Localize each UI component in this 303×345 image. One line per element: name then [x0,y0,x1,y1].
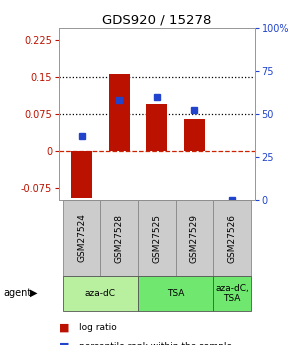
Text: log ratio: log ratio [79,323,117,332]
Text: ▶: ▶ [30,288,38,298]
Bar [138,276,213,310]
Text: GSM27524: GSM27524 [77,214,86,263]
Bar [213,200,251,276]
Bar [176,200,213,276]
Text: GSM27529: GSM27529 [190,214,199,263]
Text: aza-dC: aza-dC [85,289,116,298]
Bar [63,200,100,276]
Text: aza-dC,
TSA: aza-dC, TSA [215,284,249,303]
Text: GSM27528: GSM27528 [115,214,124,263]
Title: GDS920 / 15278: GDS920 / 15278 [102,13,211,27]
Text: ■: ■ [59,342,70,345]
Text: ■: ■ [59,323,70,333]
Text: agent: agent [3,288,31,298]
Bar [71,151,92,198]
Bar [213,276,251,310]
Bar [146,104,167,151]
Text: GSM27525: GSM27525 [152,214,161,263]
Bar [184,119,205,151]
Bar [138,200,176,276]
Text: percentile rank within the sample: percentile rank within the sample [79,342,232,345]
Text: GSM27526: GSM27526 [228,214,236,263]
Text: TSA: TSA [167,289,184,298]
Bar [63,276,138,310]
Bar [109,75,130,151]
Bar [100,200,138,276]
